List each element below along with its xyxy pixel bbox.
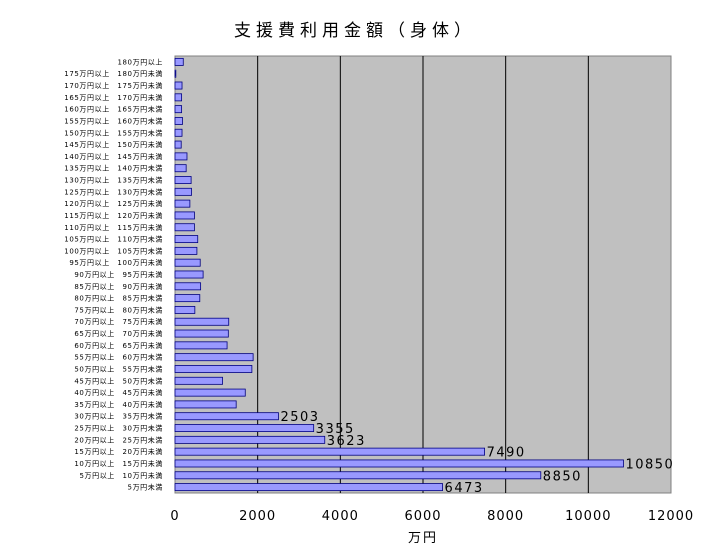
bar <box>174 199 191 208</box>
category-label: 5万円以上 10万円未満 <box>79 471 163 480</box>
category-label: 175万円以上 180万円未満 <box>64 69 163 78</box>
x-tick-label: 8000 <box>487 509 524 524</box>
bar <box>174 93 183 102</box>
chart-title: 支援費利用金額（身体） <box>234 21 476 41</box>
bar <box>174 57 184 66</box>
category-label: 60万円以上 65万円未満 <box>74 341 163 350</box>
category-label: 85万円以上 90万円未満 <box>74 282 163 291</box>
bars <box>174 57 624 492</box>
x-tick-label: 2000 <box>239 509 276 524</box>
category-label: 35万円以上 40万円未満 <box>74 400 163 409</box>
bar <box>174 447 485 456</box>
category-label: 40万円以上 45万円未満 <box>74 388 163 397</box>
bar <box>174 69 177 78</box>
category-label: 140万円以上 145万円未満 <box>64 152 163 161</box>
category-label: 20万円以上 25万円未満 <box>74 435 163 444</box>
bar <box>174 128 183 137</box>
bar <box>174 270 204 279</box>
bar <box>174 400 237 409</box>
bar <box>174 294 201 303</box>
category-label: 5万円未満 <box>128 483 163 492</box>
category-label: 55万円以上 60万円未満 <box>74 353 163 362</box>
bar <box>174 412 279 421</box>
x-tick-label: 12000 <box>648 509 694 524</box>
category-label: 180万円以上 <box>117 57 163 66</box>
bar <box>174 376 223 385</box>
category-label: 115万円以上 120万円未満 <box>64 211 163 220</box>
bar <box>174 305 196 314</box>
bar <box>174 317 230 326</box>
category-label: 110万円以上 115万円未満 <box>64 223 163 232</box>
data-label: 6473 <box>445 481 484 496</box>
category-label: 100万円以上 105万円未満 <box>64 246 163 255</box>
category-labels: 5万円未満 5万円以上 10万円未満 10万円以上 15万円未満 15万円以上 20万… <box>64 57 163 492</box>
bar <box>174 105 183 114</box>
bar <box>174 164 187 173</box>
bar <box>174 117 183 125</box>
bar <box>174 140 182 149</box>
bar <box>174 187 192 196</box>
bar <box>174 341 228 350</box>
bar <box>174 223 195 232</box>
category-label: 135万円以上 140万円未満 <box>64 164 163 173</box>
x-tick-label: 4000 <box>322 509 359 524</box>
category-label: 155万円以上 160万円未満 <box>64 116 163 125</box>
bar <box>174 365 253 373</box>
category-label: 75万円以上 80万円未満 <box>74 305 163 314</box>
category-label: 170万円以上 175万円未満 <box>64 81 163 90</box>
x-axis-label: 万円 <box>408 531 438 546</box>
data-label: 3623 <box>327 434 366 449</box>
bar <box>174 435 326 444</box>
category-label: 90万円以上 95万円未満 <box>74 270 163 279</box>
data-label: 7490 <box>487 446 526 461</box>
data-label: 2503 <box>280 410 319 425</box>
bar <box>174 211 195 220</box>
category-label: 70万円以上 75万円未満 <box>74 317 163 326</box>
category-label: 30万円以上 35万円未満 <box>74 412 163 421</box>
data-label: 10850 <box>625 457 674 472</box>
category-label: 160万円以上 165万円未満 <box>64 105 163 114</box>
bar <box>174 152 188 161</box>
category-label: 145万円以上 150万円未満 <box>64 140 163 149</box>
category-label: 10万円以上 15万円未満 <box>74 459 163 468</box>
category-label: 15万円以上 20万円未満 <box>74 447 163 456</box>
category-label: 165万円以上 170万円未満 <box>64 93 163 102</box>
bar <box>174 176 192 184</box>
data-label: 8850 <box>543 469 582 484</box>
bar <box>174 235 199 244</box>
bar <box>174 246 198 255</box>
data-label: 3355 <box>316 422 355 437</box>
bar <box>174 282 202 291</box>
x-axis-ticks: 0 2000 4000 6000 8000 10000 12000 <box>170 509 694 524</box>
bar <box>174 471 542 480</box>
category-label: 150万円以上 155万円未満 <box>64 128 163 137</box>
bar <box>174 353 254 362</box>
category-label: 50万円以上 55万円未満 <box>74 364 163 373</box>
x-tick-label: 10000 <box>565 509 611 524</box>
bar <box>174 329 229 338</box>
bar <box>174 483 443 492</box>
bar <box>174 459 624 468</box>
x-tick-label: 6000 <box>404 509 441 524</box>
x-tick-label: 0 <box>170 509 179 524</box>
bar <box>174 388 246 397</box>
category-label: 125万円以上 130万円未満 <box>64 187 163 196</box>
bar <box>174 258 201 267</box>
bar <box>174 424 315 432</box>
category-label: 95万円以上 100万円未満 <box>69 258 163 267</box>
category-label: 80万円以上 85万円未満 <box>74 294 163 303</box>
category-label: 45万円以上 50万円未満 <box>74 376 163 385</box>
category-label: 120万円以上 125万円未満 <box>64 199 163 208</box>
category-label: 65万円以上 70万円未満 <box>74 329 163 338</box>
category-label: 130万円以上 135万円未満 <box>64 176 163 185</box>
category-label: 25万円以上 30万円未満 <box>74 424 163 433</box>
category-label: 105万円以上 110万円未満 <box>64 235 163 244</box>
bar <box>174 81 183 90</box>
